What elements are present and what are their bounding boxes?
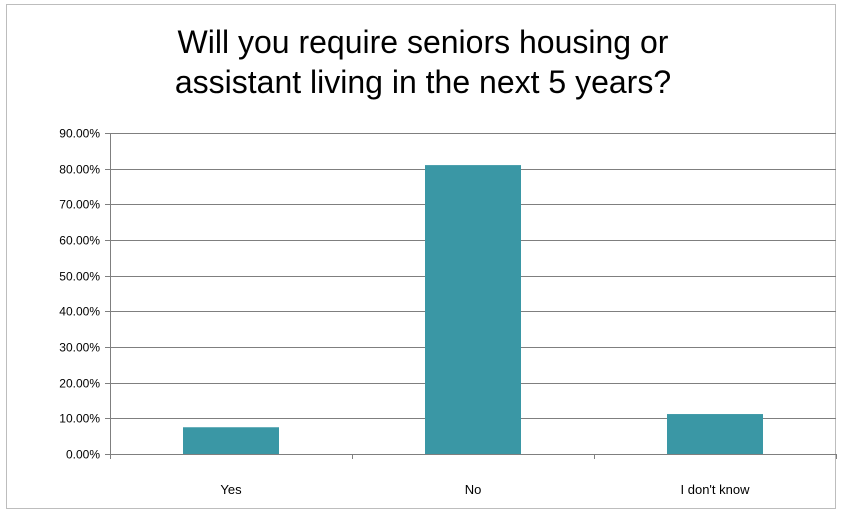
y-tick-label: 30.00% xyxy=(59,341,100,355)
bar-no xyxy=(425,165,521,454)
y-tick-label: 50.00% xyxy=(59,270,100,284)
y-tick-label: 10.00% xyxy=(59,412,100,426)
x-category-labels: Yes No I don't know xyxy=(220,482,750,497)
x-category-label: No xyxy=(465,482,482,497)
y-tick-label: 90.00% xyxy=(59,127,100,141)
bar-yes xyxy=(183,427,279,454)
y-tick-label: 20.00% xyxy=(59,377,100,391)
y-tick-label: 60.00% xyxy=(59,234,100,248)
y-tick-label: 70.00% xyxy=(59,198,100,212)
x-category-label: Yes xyxy=(220,482,242,497)
chart-title: Will you require seniors housing or assi… xyxy=(174,24,672,100)
bars xyxy=(183,165,763,454)
x-category-label: I don't know xyxy=(681,482,751,497)
y-tick-label: 40.00% xyxy=(59,305,100,319)
y-tick-label: 80.00% xyxy=(59,163,100,177)
bar-i-don-t-know xyxy=(667,414,763,454)
y-tick-label: 0.00% xyxy=(66,448,100,462)
y-tick-labels: 0.00% 10.00% 20.00% 30.00% 40.00% 50.00% 60.00… xyxy=(59,127,100,462)
axes xyxy=(105,133,837,459)
